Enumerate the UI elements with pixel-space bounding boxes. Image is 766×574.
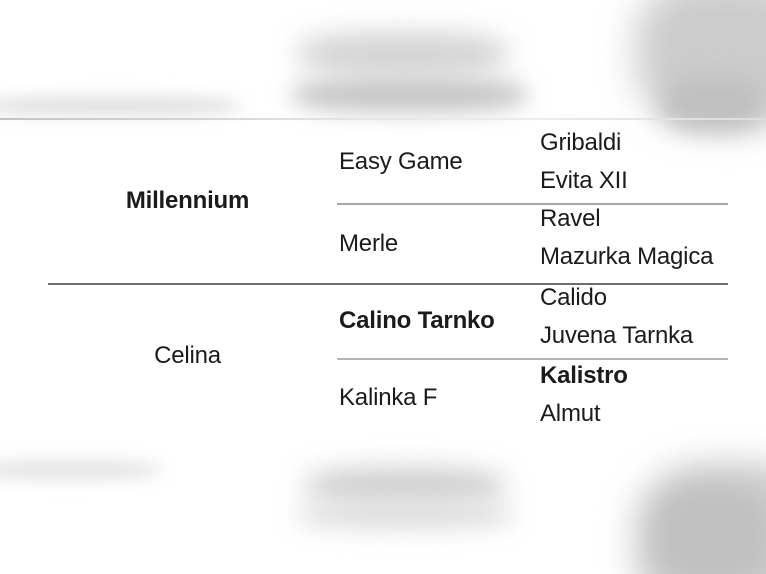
pedigree-cell-dam-dam-dam: Almut — [540, 399, 601, 427]
blurred-content-top-center — [298, 32, 508, 76]
blurred-content-top-right-core — [662, 78, 766, 130]
blurred-content-top-center-row2 — [292, 78, 527, 112]
blurred-content-bottom-right-core — [658, 488, 766, 574]
pedigree-cell-sire-dam-sire: Ravel — [540, 205, 601, 232]
pedigree-cell-sire-dam-dam: Mazurka Magica — [540, 242, 714, 270]
blurred-content-bottom-center-row2 — [298, 502, 513, 528]
blurred-content-bottom-right — [634, 462, 766, 574]
pedigree-cell-sire-sire-sire: Gribaldi — [540, 129, 622, 156]
pedigree-cell-dam-sire: Calino Tarnko — [339, 306, 495, 334]
pedigree-cell-sire-sire-dam: Evita XII — [540, 166, 628, 194]
pedigree-cell-sire-sire: Easy Game — [339, 147, 463, 175]
blurred-content-bottom-center — [305, 468, 505, 504]
pedigree-cell-sire: Millennium — [125, 187, 250, 214]
blurred-content-top-right — [636, 0, 766, 126]
blurred-content-bottom-left-band — [0, 461, 160, 479]
pedigree-cell-dam-sire-dam: Juvena Tarnka — [540, 321, 694, 349]
pedigree-cell-dam-dam-sire: Kalistro — [540, 362, 628, 389]
pedigree-cell-dam: Celina — [154, 342, 221, 369]
pedigree-cell-group-sire-dam: Ravel Mazurka Magica — [540, 200, 766, 275]
pedigree-cell-sire-dam: Merle — [339, 229, 399, 257]
pedigree-cell-group-sire-sire: Gribaldi Evita XII — [540, 124, 766, 199]
pedigree-cell-group-dam-dam: Kalistro Almut — [540, 357, 766, 432]
pedigree-cell-dam-sire-sire: Calido — [540, 284, 607, 311]
blurred-content-top-left-band — [0, 97, 240, 115]
pedigree-cell-dam-dam: Kalinka F — [339, 384, 438, 411]
pedigree-cell-group-dam-sire: Calido Juvena Tarnka — [540, 279, 766, 354]
